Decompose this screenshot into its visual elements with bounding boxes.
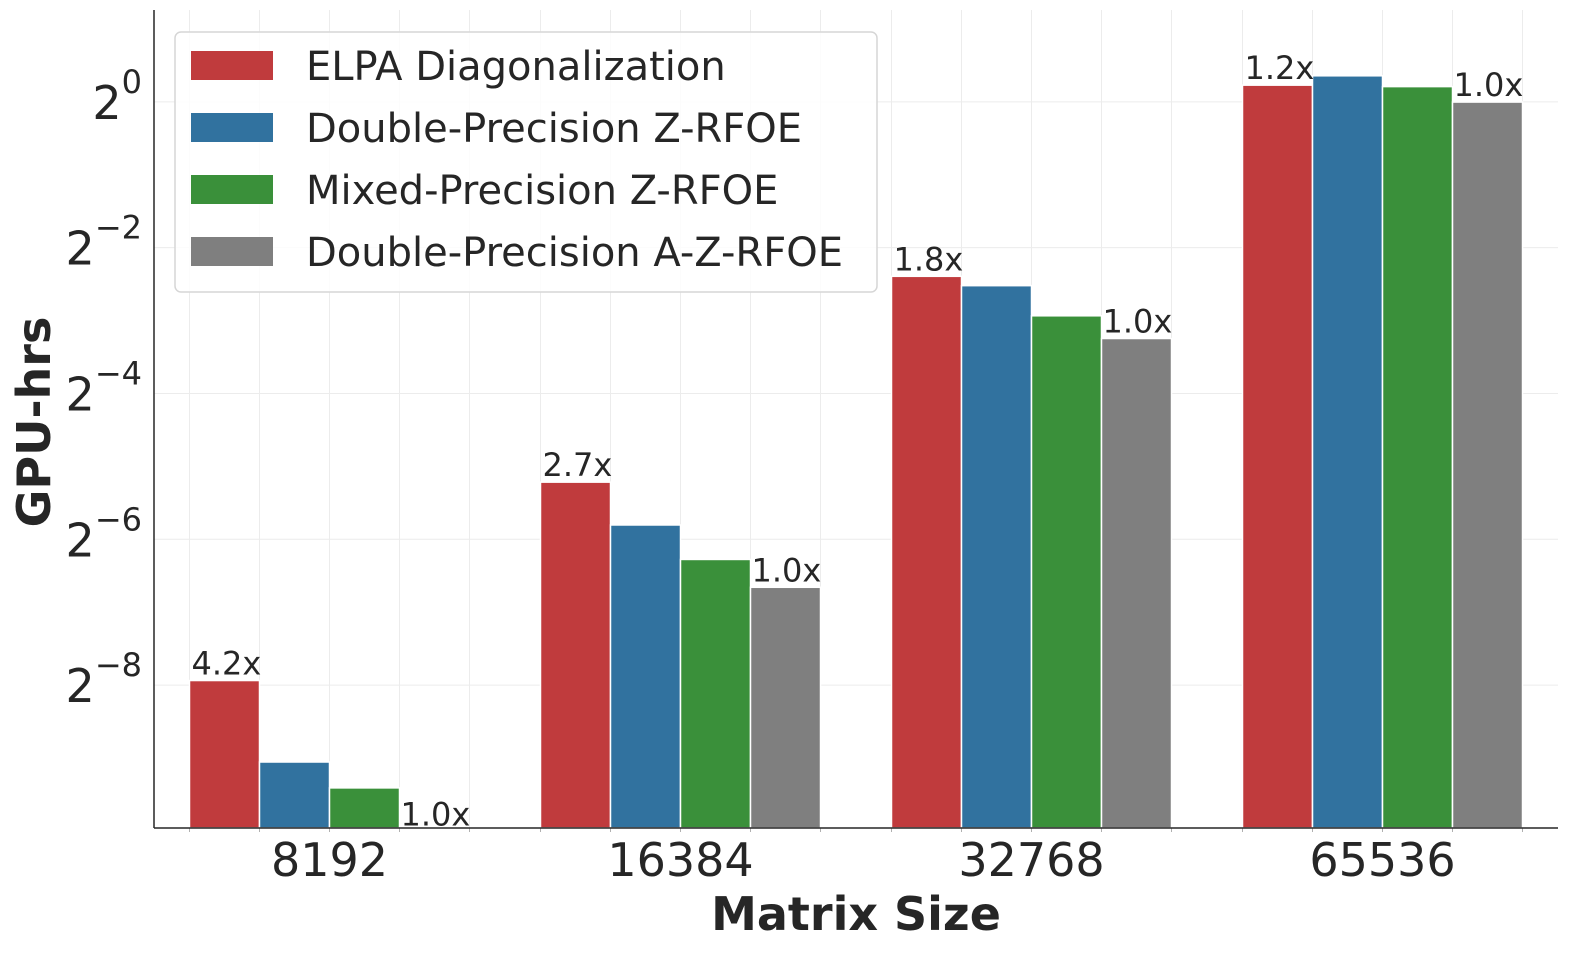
legend-swatch [191,175,273,204]
bar [258,761,331,829]
legend-item: Double-Precision A-Z-RFOE [191,230,843,276]
y-tick-label: 2−2 [66,209,142,276]
bar [609,524,682,829]
legend-swatch [191,237,273,266]
bar [328,787,401,829]
legend-item: ELPA Diagonalization [191,44,726,90]
legend-swatch [191,51,273,80]
bar [679,558,752,829]
speedup-label-elpa: 2.7x [543,446,613,484]
speedup-label-elpa: 1.8x [894,240,964,278]
bar-group-8192 [188,679,401,829]
legend-frame [174,31,878,293]
legend-label: ELPA Diagonalization [306,44,726,90]
bar [1381,85,1454,829]
bar [188,679,261,829]
bar [1311,75,1384,829]
y-tick-label: 2−6 [66,500,142,567]
bar [1241,84,1314,829]
tick-labels: 8192 16384 32768 65536 2−8 2−6 2−4 2−2 20 [66,63,1456,887]
legend-swatch [191,113,273,142]
bar-group-16384 [539,481,822,829]
y-axis-title: GPU-hrs [7,317,61,528]
legend-item: Mixed-Precision Z-RFOE [191,168,778,214]
bar [890,275,963,829]
y-tick-label: 2−4 [66,354,142,421]
speedup-label-elpa: 1.2x [1245,49,1315,87]
legend: ELPA Diagonalization Double-Precision Z-R… [174,31,878,293]
bar-group-32768 [890,275,1173,829]
legend-label: Double-Precision Z-RFOE [306,106,802,152]
bar [749,586,822,829]
speedup-label-azrfoe: 1.0x [1454,66,1524,104]
speedup-label-azrfoe: 1.0x [752,551,822,589]
bar-group-65536 [1241,75,1524,829]
x-tick-label: 16384 [607,833,753,887]
speedup-label-elpa: 4.2x [192,645,262,683]
legend-item: Double-Precision Z-RFOE [191,106,802,152]
x-tick-label: 32768 [958,833,1104,887]
speedup-label-azrfoe: 1.0x [1103,303,1173,341]
x-tick-label: 65536 [1309,833,1455,887]
y-tick-label: 2−8 [66,646,142,713]
legend-label: Mixed-Precision Z-RFOE [306,168,778,214]
x-tick-label: 8192 [271,833,388,887]
legend-label: Double-Precision A-Z-RFOE [306,230,843,276]
bar [1100,337,1173,829]
bar [1030,315,1103,829]
bar [539,481,612,829]
bar [960,284,1033,829]
bar-groups [188,75,1524,829]
axes [153,10,1558,832]
bar [1451,101,1524,829]
y-tick-label: 20 [92,63,142,130]
x-axis-title: Matrix Size [711,887,1001,941]
